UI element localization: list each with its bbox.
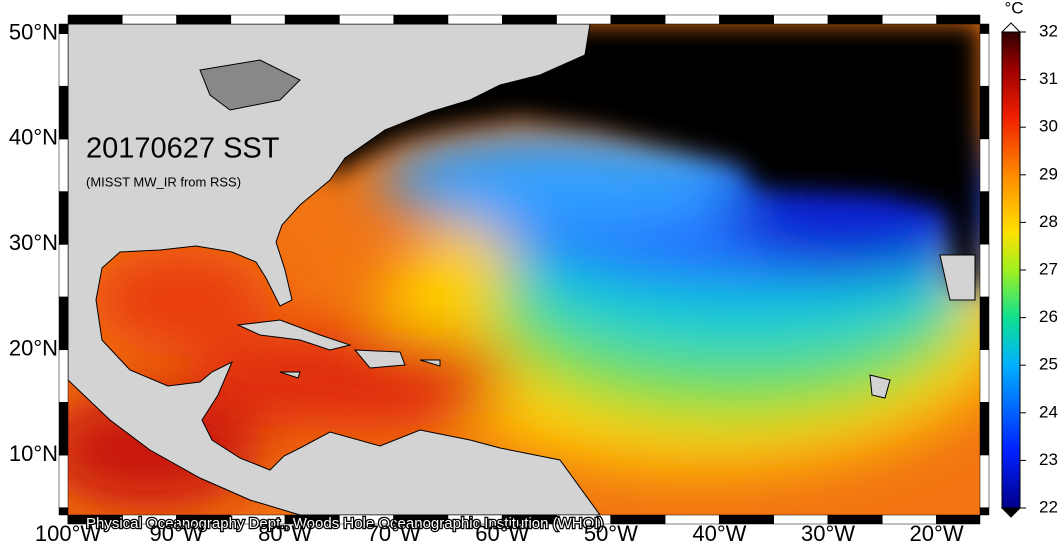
x-tick-label: 100°W bbox=[35, 521, 102, 546]
frame-segment bbox=[58, 507, 69, 516]
frame-segment bbox=[176, 14, 232, 25]
colorbar bbox=[1001, 31, 1021, 509]
frame-segment bbox=[58, 85, 69, 140]
x-tick-label: 50°W bbox=[584, 521, 638, 546]
frame-segment bbox=[502, 14, 557, 25]
y-tick-label: 30°N bbox=[9, 230, 58, 255]
frame-segment bbox=[67, 14, 123, 25]
great-lakes bbox=[199, 59, 301, 111]
colorbar-tick-label: 24 bbox=[1039, 402, 1058, 421]
frame-segment bbox=[936, 14, 981, 25]
frame-segment bbox=[719, 14, 774, 25]
y-tick-label: 10°N bbox=[9, 441, 58, 466]
frame-segment bbox=[58, 243, 69, 298]
frame-segment bbox=[979, 402, 990, 456]
frame-segment bbox=[230, 14, 286, 25]
islands bbox=[236, 319, 441, 379]
y-tick-label: 40°N bbox=[9, 125, 58, 150]
frame-segment bbox=[58, 23, 69, 34]
frame-segment bbox=[979, 296, 990, 350]
x-tick-label: 20°W bbox=[910, 521, 964, 546]
frame-segment bbox=[827, 14, 883, 25]
colorbar-bottom-extend bbox=[1000, 507, 1022, 518]
frame-segment bbox=[979, 85, 990, 140]
frame-segment bbox=[979, 138, 990, 192]
map-title: 20170627 SST bbox=[86, 133, 280, 165]
frame-segment bbox=[58, 138, 69, 192]
colorbar-top-extend bbox=[1000, 22, 1022, 33]
frame-segment bbox=[882, 14, 937, 25]
map-subtitle: (MISST MW_IR from RSS) bbox=[86, 174, 241, 189]
x-tick-label: 40°W bbox=[692, 521, 746, 546]
frame-segment bbox=[610, 14, 666, 25]
x-tick-label: 60°W bbox=[475, 521, 529, 546]
frame-segment bbox=[979, 191, 990, 245]
frame-segment bbox=[556, 14, 612, 25]
frame-segment bbox=[664, 14, 720, 25]
x-tick-label: 70°W bbox=[367, 521, 421, 546]
x-tick-label: 90°W bbox=[150, 521, 204, 546]
x-tick-label: 80°W bbox=[258, 521, 312, 546]
frame bbox=[58, 14, 990, 525]
frame-segment bbox=[58, 296, 69, 350]
colorbar-tick-label: 26 bbox=[1039, 307, 1058, 326]
colorbar-tick-label: 23 bbox=[1039, 450, 1058, 469]
frame-segment bbox=[979, 507, 990, 516]
map-area bbox=[68, 24, 980, 515]
frame-segment bbox=[284, 14, 340, 25]
frame-segment bbox=[979, 243, 990, 298]
colorbar-tick-label: 22 bbox=[1039, 497, 1058, 516]
frame-segment bbox=[979, 33, 990, 87]
credit: Physical Oceanography Dept., Woods Hole … bbox=[86, 515, 603, 532]
frame-segment bbox=[122, 14, 177, 25]
frame-segment bbox=[339, 14, 394, 25]
colorbar-tick-label: 32 bbox=[1039, 21, 1058, 40]
islands-east bbox=[869, 254, 976, 399]
colorbar-tick-label: 27 bbox=[1039, 259, 1058, 278]
frame-segment bbox=[447, 14, 503, 25]
frame-segment bbox=[58, 454, 69, 508]
frame-segment bbox=[58, 349, 69, 403]
colorbar-tick-label: 30 bbox=[1039, 117, 1058, 136]
land bbox=[68, 24, 601, 515]
x-tick-label: 30°W bbox=[801, 521, 855, 546]
frame-segment bbox=[979, 23, 990, 34]
colorbar-tick-label: 28 bbox=[1039, 212, 1058, 231]
colorbar-unit: °C bbox=[1004, 0, 1023, 17]
frame-segment bbox=[393, 14, 449, 25]
y-tick-label: 20°N bbox=[9, 335, 58, 360]
y-tick-label: 50°N bbox=[9, 19, 58, 44]
frame-segment bbox=[979, 349, 990, 403]
colorbar-tick-label: 31 bbox=[1039, 69, 1058, 88]
colorbar-tick-label: 25 bbox=[1039, 355, 1058, 374]
frame-segment bbox=[58, 33, 69, 87]
frame-segment bbox=[58, 191, 69, 245]
frame-segment bbox=[979, 454, 990, 508]
frame-segment bbox=[773, 14, 829, 25]
colorbar-tick-label: 29 bbox=[1039, 164, 1058, 183]
frame-segment bbox=[58, 402, 69, 456]
